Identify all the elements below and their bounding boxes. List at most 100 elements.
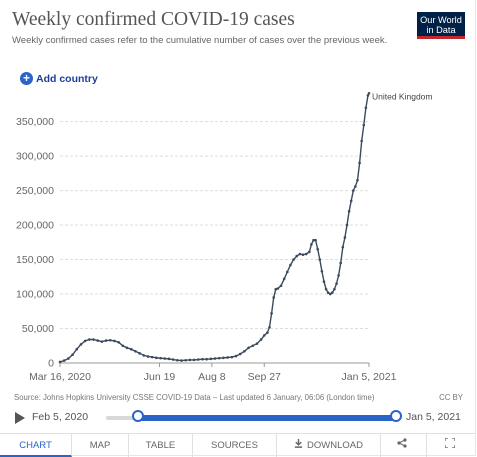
data-point bbox=[301, 253, 305, 257]
data-point bbox=[167, 357, 171, 361]
data-point bbox=[159, 356, 162, 360]
data-point bbox=[201, 357, 204, 361]
license-link[interactable]: CC BY bbox=[439, 393, 463, 402]
data-point bbox=[205, 357, 208, 361]
data-point bbox=[251, 344, 255, 348]
data-point bbox=[176, 358, 179, 362]
data-point bbox=[339, 261, 343, 265]
chart-title: Weekly confirmed COVID-19 cases bbox=[12, 9, 295, 30]
data-point bbox=[71, 353, 74, 357]
tab-sources-label: SOURCES bbox=[211, 440, 258, 451]
data-point bbox=[222, 356, 225, 360]
data-point bbox=[337, 274, 340, 277]
tab-map[interactable]: MAP bbox=[72, 434, 129, 457]
data-point bbox=[318, 258, 322, 261]
data-point bbox=[358, 161, 361, 165]
data-point bbox=[230, 355, 234, 359]
data-point bbox=[324, 287, 328, 291]
timeline-start-label: Feb 5, 2020 bbox=[32, 411, 89, 423]
data-point bbox=[347, 209, 351, 213]
x-tick-label: Sep 27 bbox=[248, 371, 281, 383]
data-point bbox=[125, 346, 129, 350]
data-point bbox=[58, 360, 62, 364]
add-country-label: Add country bbox=[36, 72, 98, 85]
tab-table[interactable]: TABLE bbox=[129, 434, 193, 457]
data-point bbox=[129, 347, 133, 351]
data-point bbox=[134, 349, 137, 353]
data-point bbox=[351, 189, 355, 192]
data-point bbox=[314, 238, 317, 242]
download-icon bbox=[294, 434, 303, 457]
share-button[interactable] bbox=[381, 434, 427, 457]
data-point bbox=[316, 247, 319, 251]
data-point bbox=[272, 296, 275, 299]
data-point bbox=[243, 349, 246, 353]
data-point bbox=[292, 258, 295, 261]
x-tick-label: Mar 16, 2020 bbox=[29, 371, 91, 383]
data-point bbox=[364, 106, 368, 110]
data-point bbox=[238, 352, 242, 356]
logo-line-2: in Data bbox=[426, 25, 456, 35]
x-tick-label: Jun 19 bbox=[144, 371, 176, 383]
tab-bar: CHART MAP TABLE SOURCES DOWNLOAD bbox=[0, 433, 476, 457]
data-point bbox=[331, 291, 334, 294]
tab-download[interactable]: DOWNLOAD bbox=[277, 434, 381, 457]
tab-map-label: MAP bbox=[89, 440, 111, 451]
data-point bbox=[75, 347, 79, 351]
y-tick-label: 50,000 bbox=[22, 323, 54, 335]
data-point bbox=[121, 344, 125, 348]
data-point bbox=[307, 250, 311, 254]
data-point bbox=[155, 356, 158, 360]
data-point bbox=[171, 358, 175, 361]
fullscreen-icon bbox=[443, 434, 456, 457]
data-point bbox=[262, 334, 266, 337]
data-point bbox=[146, 355, 150, 358]
tab-chart[interactable]: CHART bbox=[0, 434, 72, 457]
chart-subtitle: Weekly confirmed cases refer to the cumu… bbox=[12, 35, 388, 46]
data-point bbox=[341, 245, 345, 249]
data-point bbox=[92, 338, 95, 341]
data-point bbox=[328, 292, 332, 296]
owid-logo[interactable]: Our World in Data bbox=[417, 12, 465, 39]
data-point bbox=[234, 354, 238, 358]
series-line-united-kingdom bbox=[59, 92, 370, 363]
data-point bbox=[150, 355, 154, 359]
data-point bbox=[322, 280, 326, 283]
data-point bbox=[320, 269, 324, 273]
data-point bbox=[88, 338, 91, 341]
data-point bbox=[366, 94, 370, 97]
play-icon[interactable] bbox=[15, 412, 25, 424]
plus-icon: + bbox=[20, 72, 33, 85]
data-point bbox=[285, 270, 289, 274]
data-point bbox=[196, 358, 200, 361]
timeline-slider[interactable]: Feb 5, 2020 Jan 5, 2021 bbox=[14, 410, 466, 426]
tab-sources[interactable]: SOURCES bbox=[193, 434, 277, 457]
data-point bbox=[279, 284, 283, 288]
tab-download-label: DOWNLOAD bbox=[307, 440, 363, 451]
data-point bbox=[349, 199, 353, 203]
data-point bbox=[100, 340, 104, 343]
line-chart[interactable]: 0 50,000 100,000 150,000 200,000 250,000 300,0… bbox=[0, 90, 476, 390]
data-point bbox=[117, 341, 120, 344]
y-tick-label: 250,000 bbox=[16, 185, 54, 197]
data-point bbox=[274, 287, 278, 291]
timeline-start-handle[interactable] bbox=[132, 410, 144, 422]
tab-chart-label: CHART bbox=[19, 440, 52, 451]
y-tick-label: 350,000 bbox=[16, 116, 54, 128]
data-point bbox=[282, 277, 286, 281]
timeline-end-handle[interactable] bbox=[390, 410, 402, 422]
timeline-track[interactable] bbox=[106, 416, 138, 420]
fullscreen-button[interactable] bbox=[427, 434, 476, 457]
x-tick-label: Jan 5, 2021 bbox=[342, 371, 397, 383]
data-point bbox=[354, 185, 357, 188]
x-tick-label: Aug 8 bbox=[198, 371, 226, 383]
add-country-button[interactable]: + Add country bbox=[20, 72, 98, 85]
data-point bbox=[67, 357, 70, 360]
data-point bbox=[62, 359, 66, 362]
data-point bbox=[312, 238, 315, 242]
timeline-range[interactable] bbox=[138, 415, 396, 421]
y-tick-label: 150,000 bbox=[16, 254, 54, 266]
data-point bbox=[180, 359, 183, 362]
data-point bbox=[326, 291, 330, 294]
